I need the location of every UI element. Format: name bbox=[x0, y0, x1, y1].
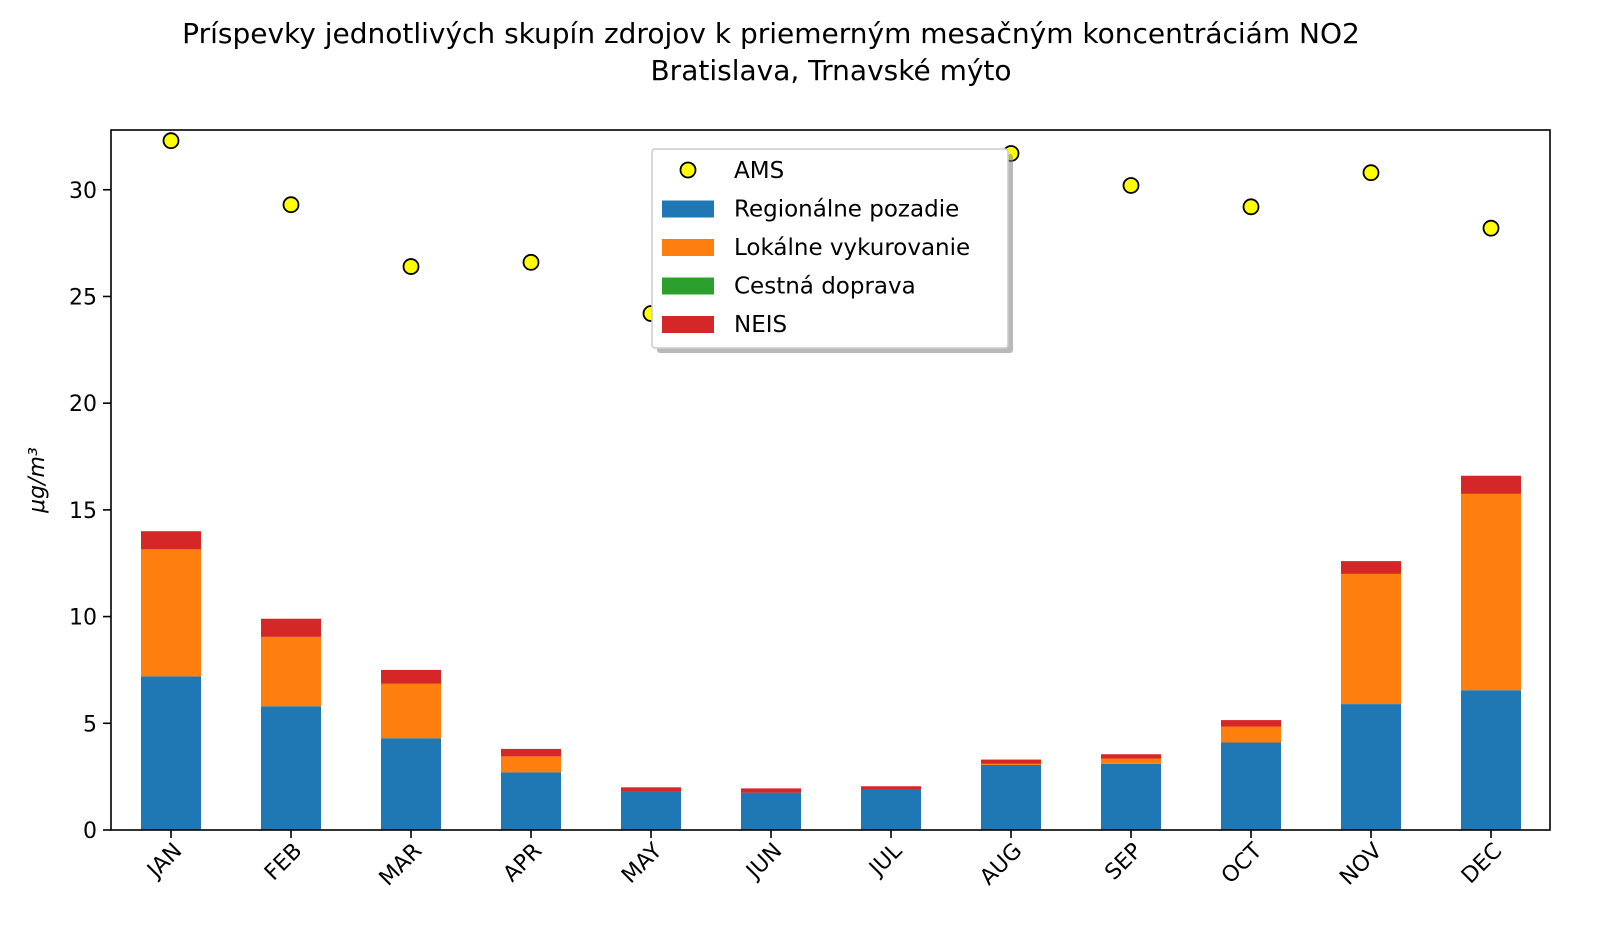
bar-aug-series-1 bbox=[981, 763, 1041, 765]
y-tick-label: 25 bbox=[69, 285, 97, 310]
ams-point-dec bbox=[1482, 219, 1500, 237]
legend-swatch-4 bbox=[662, 316, 714, 333]
x-tick-label-mar: MAR bbox=[375, 839, 428, 892]
bar-jan-series-0 bbox=[141, 676, 201, 830]
bar-dec-series-0 bbox=[1461, 690, 1521, 830]
legend-swatch-3 bbox=[662, 277, 714, 295]
x-tick-label-jul: JUL bbox=[864, 838, 908, 882]
x-tick-label-dec: DEC bbox=[1457, 839, 1507, 889]
bar-apr-series-3 bbox=[501, 748, 561, 757]
bar-mar-series-3 bbox=[381, 669, 441, 684]
legend-label-0: AMS bbox=[734, 158, 784, 184]
legend-box bbox=[651, 148, 1009, 349]
legend-swatch-2 bbox=[662, 239, 714, 256]
bar-oct-series-0 bbox=[1221, 742, 1281, 830]
bar-mar-series-0 bbox=[381, 738, 441, 830]
y-tick-label: 30 bbox=[69, 179, 97, 204]
bar-nov-series-0 bbox=[1341, 704, 1401, 830]
ams-point-sep bbox=[1122, 177, 1140, 194]
legend-label-1: Regionálne pozadie bbox=[734, 197, 959, 223]
x-tick-label-aug: AUG bbox=[975, 839, 1027, 891]
legend-swatch-1 bbox=[662, 200, 714, 218]
bar-may-series-0 bbox=[621, 791, 681, 830]
y-axis-label: μg/m³ bbox=[25, 447, 50, 514]
legend-label-4: NEIS bbox=[734, 312, 787, 338]
bar-sep-series-1 bbox=[1101, 758, 1161, 764]
legend-marker-ams bbox=[679, 161, 697, 179]
bars-group bbox=[141, 475, 1521, 830]
bar-jun-series-3 bbox=[741, 788, 801, 793]
x-tick-label-may: MAY bbox=[617, 838, 667, 888]
bar-sep-series-3 bbox=[1101, 754, 1161, 759]
ams-point-oct bbox=[1242, 198, 1260, 216]
bar-apr-series-0 bbox=[501, 772, 561, 830]
bar-mar-series-1 bbox=[381, 683, 441, 739]
x-tick-label-apr: APR bbox=[499, 839, 548, 888]
bar-oct-series-1 bbox=[1221, 726, 1281, 743]
bar-feb-series-1 bbox=[261, 636, 321, 707]
legend-label-2: Lokálne vykurovanie bbox=[734, 235, 970, 261]
bar-aug-series-3 bbox=[981, 759, 1041, 764]
x-tick-label-oct: OCT bbox=[1217, 838, 1268, 889]
plot-frame bbox=[110, 129, 1551, 831]
bar-nov-series-3 bbox=[1341, 561, 1401, 574]
y-tick-label: 20 bbox=[69, 392, 97, 417]
bar-oct-series-3 bbox=[1221, 720, 1281, 727]
y-tick-label: 15 bbox=[69, 499, 97, 524]
ams-point-apr bbox=[522, 253, 540, 271]
bar-dec-series-1 bbox=[1461, 493, 1521, 691]
legend-label-3: Cestná doprava bbox=[734, 274, 916, 300]
y-tick-label: 5 bbox=[83, 712, 97, 737]
ams-point-feb bbox=[282, 196, 300, 214]
bar-jan-series-3 bbox=[141, 531, 201, 550]
bar-jul-series-3 bbox=[861, 786, 921, 790]
x-tick-label-jan: JAN bbox=[142, 839, 188, 885]
legend: AMS Regionálne pozadie Lokálne vykurovanie… bbox=[651, 148, 1013, 353]
bar-may-series-3 bbox=[621, 787, 681, 792]
bar-sep-series-0 bbox=[1101, 763, 1161, 830]
chart-title: Príspevky jednotlivých skupín zdrojov k … bbox=[182, 17, 1360, 50]
x-tick-label-sep: SEP bbox=[1100, 839, 1147, 886]
ams-point-jan bbox=[162, 132, 180, 150]
x-tick-label-nov: NOV bbox=[1335, 839, 1387, 891]
bar-aug-series-0 bbox=[981, 764, 1041, 830]
bar-feb-series-3 bbox=[261, 618, 321, 637]
bar-jul-series-0 bbox=[861, 789, 921, 830]
bar-dec-series-3 bbox=[1461, 475, 1521, 494]
x-tick-label-jun: JUN bbox=[741, 839, 788, 886]
y-tick-label: 10 bbox=[69, 606, 97, 631]
y-axis: 0 5 10 15 20 25 30 bbox=[69, 179, 111, 844]
bar-jan-series-1 bbox=[141, 549, 201, 677]
x-tick-label-feb: FEB bbox=[260, 839, 307, 886]
bar-apr-series-1 bbox=[501, 756, 561, 773]
y-tick-label: 0 bbox=[83, 819, 97, 844]
x-axis: JAN FEB MAR APR MAY JUN JUL AUG SEP OCT NOV DEC bbox=[142, 830, 1507, 892]
bar-feb-series-0 bbox=[261, 706, 321, 830]
chart-subtitle: Bratislava, Trnavské mýto bbox=[650, 54, 1011, 87]
ams-point-mar bbox=[402, 258, 420, 275]
bar-jun-series-0 bbox=[741, 792, 801, 830]
ams-point-nov bbox=[1362, 164, 1380, 182]
bar-nov-series-1 bbox=[1341, 573, 1401, 705]
